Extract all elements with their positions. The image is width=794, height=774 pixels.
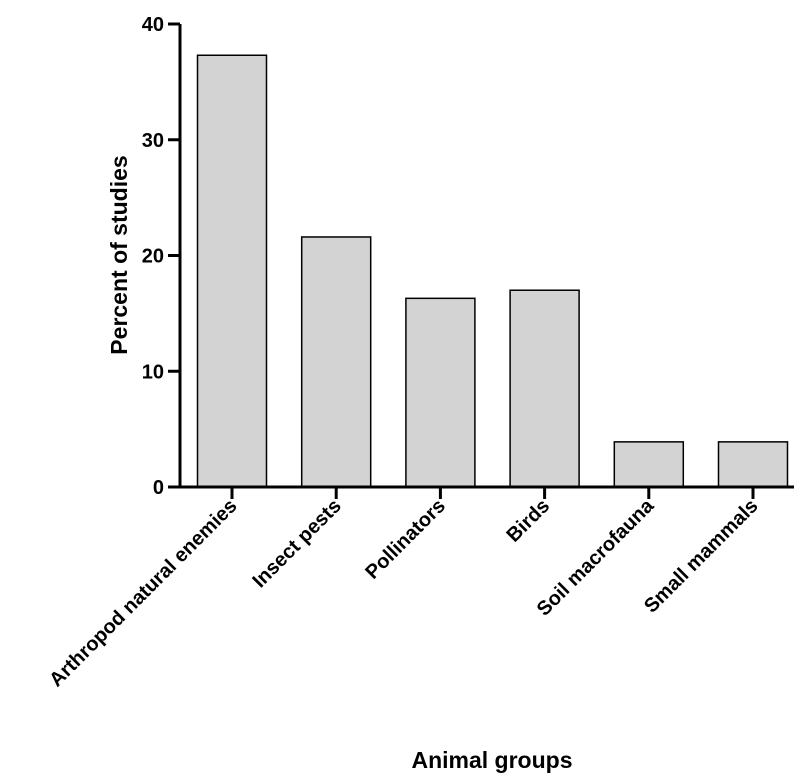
x-tick-label-0: Arthropod natural enemies bbox=[45, 495, 241, 691]
y-tick-label-4: 40 bbox=[142, 14, 164, 36]
x-tick-label-3: Birds bbox=[502, 495, 554, 547]
y-axis: 0 10 20 30 40 bbox=[142, 14, 182, 499]
x-axis-title: Animal groups bbox=[411, 747, 572, 773]
bar-2 bbox=[405, 297, 476, 488]
bar-0 bbox=[196, 54, 268, 488]
bars-group bbox=[196, 54, 789, 488]
y-tick-label-0: 0 bbox=[153, 477, 164, 499]
bar-4 bbox=[613, 441, 685, 488]
x-tick-label-2: Pollinators bbox=[361, 495, 450, 584]
bar-3 bbox=[509, 289, 580, 488]
x-tick-label-5: Small mammals bbox=[640, 495, 762, 617]
bar-1 bbox=[300, 236, 372, 488]
bar-5 bbox=[717, 441, 789, 488]
y-axis-title: Percent of studies bbox=[106, 155, 132, 354]
x-axis: Arthropod natural enemies Insect pests Pol… bbox=[45, 485, 794, 691]
y-tick-label-1: 10 bbox=[142, 361, 164, 383]
y-tick-label-3: 30 bbox=[142, 130, 164, 152]
x-tick-label-1: Insect pests bbox=[248, 495, 345, 592]
y-tick-label-2: 20 bbox=[142, 246, 164, 268]
